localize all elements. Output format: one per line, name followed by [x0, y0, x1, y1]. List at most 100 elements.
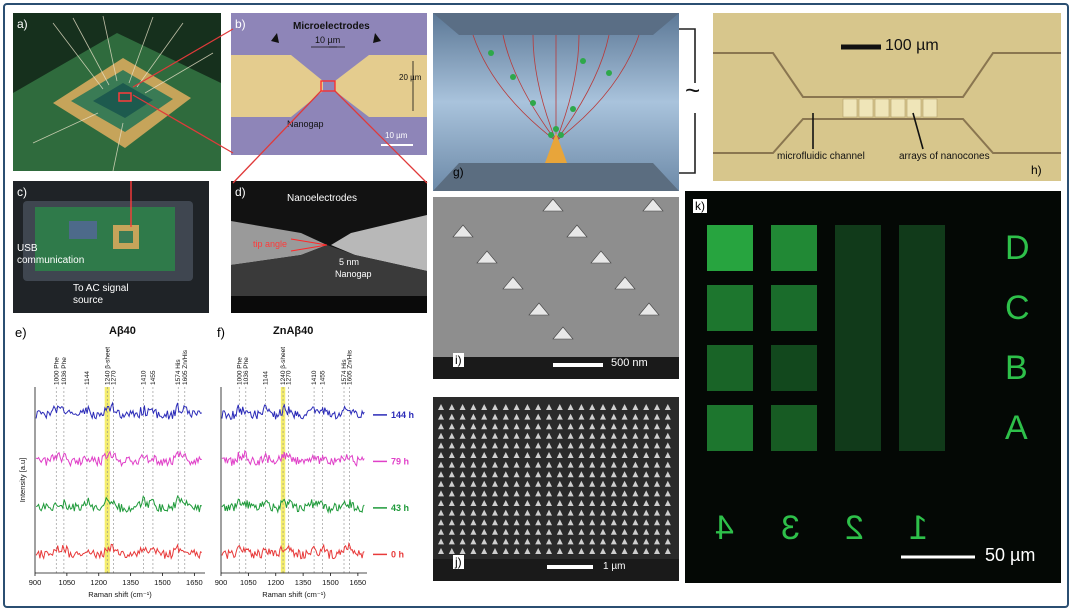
raman-title-f: ZnAβ40 [273, 325, 314, 337]
array-cone [621, 500, 628, 506]
array-cone [448, 490, 455, 497]
array-cone [578, 461, 585, 468]
array-cone [513, 442, 520, 449]
peak-label: 1410 [311, 370, 318, 385]
array-cone [556, 500, 563, 506]
array-cone [621, 404, 628, 410]
array-cone [567, 442, 574, 449]
array-cone [546, 413, 552, 420]
array-cone [632, 548, 639, 554]
array-cone [589, 413, 596, 420]
array-cone [470, 404, 477, 410]
array-cone [567, 490, 574, 497]
array-cone [643, 471, 650, 478]
array-cone [621, 519, 628, 526]
array-cone [535, 480, 542, 487]
array-cone [470, 471, 477, 478]
peak-label: 1574 His [341, 359, 348, 385]
peak-label: 1240 β-sheet [104, 347, 111, 385]
spectrum-line [35, 401, 202, 420]
array-cone [664, 480, 671, 487]
array-cone [438, 509, 444, 516]
array-cone [578, 423, 585, 430]
array-cone [589, 471, 596, 478]
array-cone [621, 538, 628, 545]
peak-label: 1270 [111, 370, 118, 385]
panel-d: d) Nanoelectrodes tip angle 5 nm Nanogap [231, 181, 427, 313]
array-cone [513, 413, 520, 420]
array-cone [600, 528, 606, 535]
array-cone [664, 548, 671, 554]
array-cone [546, 519, 552, 526]
array-cone [632, 490, 639, 497]
figure-frame: a) b) Microelectrodes 10 µm 20 µm Nanoga… [3, 3, 1069, 608]
array-cone [524, 538, 531, 545]
array-cone [481, 490, 488, 497]
spectrum-line [35, 495, 202, 513]
nanoelectrodes-label: Nanoelectrodes [287, 193, 358, 204]
array-cone [459, 461, 466, 468]
array-cone [448, 500, 455, 506]
peak-label: 1036 Phe [61, 357, 68, 385]
array-cone [643, 461, 650, 468]
gap-size-label: 5 nm [339, 257, 360, 267]
array-cone [481, 442, 488, 449]
panel-c: c) USB communication To AC signal source [13, 181, 209, 313]
array-cone [524, 404, 531, 410]
array-cone [610, 442, 617, 449]
array-cone [546, 509, 552, 516]
array-cone [470, 442, 477, 449]
array-cone [567, 413, 574, 420]
panel-h: 100 µm microfluidic channel arrays of na… [713, 13, 1061, 181]
ac-symbol: ~ [685, 75, 701, 105]
panel-f: 1000 Phe 1036 Phe 1144 1240 β-sheet 1270 1410… [213, 321, 427, 603]
array-cone [621, 413, 628, 420]
usb-label: USB [17, 243, 38, 254]
array-cone [610, 404, 617, 410]
array-cone [535, 461, 542, 468]
communication-label: communication [17, 255, 85, 266]
x-tick-label: 1200 [90, 578, 107, 587]
array-cone [600, 423, 606, 430]
array-cone [556, 548, 563, 554]
array-cone [438, 548, 444, 554]
array-cone [502, 548, 509, 554]
nanogap-label-d: Nanogap [335, 269, 372, 279]
array-cone [600, 413, 606, 420]
legend-label: 144 h [391, 410, 414, 420]
scale-bar-label-b: 10 µm [385, 131, 408, 140]
array-cone [578, 528, 585, 535]
array-cone [632, 404, 639, 410]
letter-a: A [1005, 409, 1028, 447]
array-cone [567, 509, 574, 516]
array-cone [492, 519, 498, 526]
array-cone [567, 471, 574, 478]
array-cone [664, 538, 671, 545]
array-cone [438, 442, 444, 449]
array-cone [621, 490, 628, 497]
array-cone [632, 528, 639, 535]
x-axis-label: Raman shift (cm⁻¹) [262, 590, 326, 599]
spectrum-line [35, 543, 203, 561]
array-cone [438, 413, 444, 420]
array-cone [621, 548, 628, 554]
array-cone [481, 538, 488, 545]
array-cone [448, 432, 455, 439]
array-cone [567, 404, 574, 410]
array-cone [567, 452, 574, 458]
array-cone [546, 432, 552, 439]
array-cone [481, 528, 488, 535]
array-cone [513, 423, 520, 430]
array-cone [643, 413, 650, 420]
array-cone [546, 423, 552, 430]
array-cone [438, 404, 444, 410]
array-cone [502, 538, 509, 545]
x-tick-label: 1350 [295, 578, 312, 587]
peak-label: 1605 Zn/His [182, 349, 189, 385]
array-cone [610, 490, 617, 497]
array-cone [578, 452, 585, 458]
array-cone [492, 509, 498, 516]
array-cone [513, 519, 520, 526]
array-cone [535, 404, 542, 410]
array-cone [524, 452, 531, 458]
